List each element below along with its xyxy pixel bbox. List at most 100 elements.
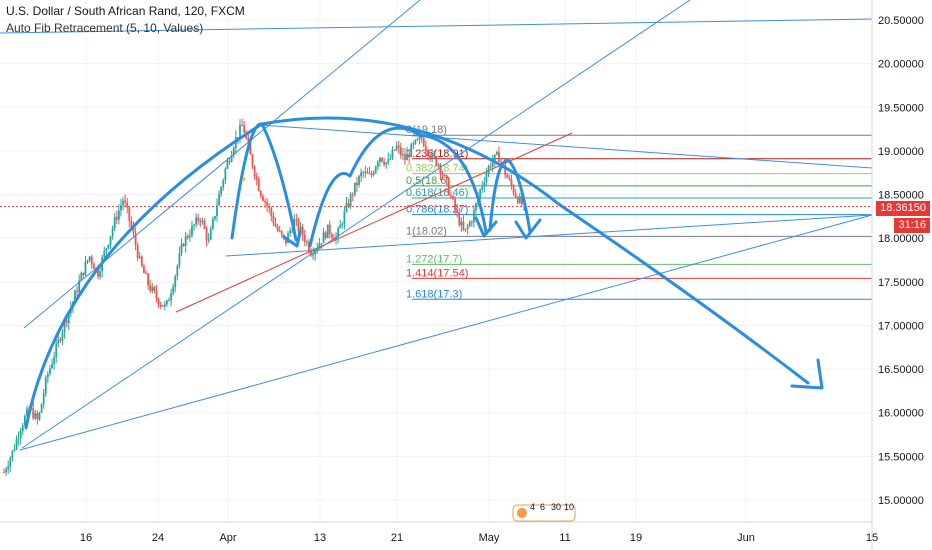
- x-tick-label: 16: [80, 532, 92, 544]
- candle-body: [21, 425, 24, 431]
- candle-body: [360, 172, 363, 177]
- candle-body: [291, 229, 294, 231]
- candle-body: [130, 220, 133, 228]
- candle-body: [251, 154, 254, 167]
- candle-body: [341, 224, 344, 226]
- candles: [3, 118, 525, 476]
- candle-body: [84, 261, 87, 276]
- candle-body: [475, 203, 477, 211]
- candle-body: [211, 218, 214, 229]
- candle-body: [278, 230, 281, 232]
- candle-body: [508, 177, 511, 180]
- candle-body: [178, 253, 181, 266]
- candle-body: [228, 161, 231, 163]
- candle-body: [103, 250, 106, 258]
- x-tick-label: May: [479, 532, 500, 544]
- candle-body: [176, 265, 179, 276]
- candle-body: [343, 211, 346, 225]
- candle-body: [514, 193, 517, 198]
- candle-body: [174, 275, 177, 288]
- pattern-drawings: [24, 116, 824, 430]
- candle-body: [241, 125, 243, 127]
- candle-body: [78, 280, 81, 293]
- candle-body: [120, 205, 122, 211]
- candle-body: [170, 293, 172, 301]
- candle-body: [358, 176, 360, 186]
- candle-body: [356, 182, 358, 186]
- candle-body: [80, 272, 83, 281]
- trend-line: [175, 132, 573, 313]
- candle-body: [168, 300, 170, 302]
- candle-body: [481, 185, 484, 190]
- candle-body: [11, 450, 14, 459]
- candle-body: [134, 233, 137, 246]
- candle-body: [445, 175, 448, 180]
- candle-body: [416, 138, 419, 140]
- candle-body: [422, 138, 425, 147]
- candle-body: [268, 205, 271, 209]
- candle-body: [44, 377, 47, 394]
- x-tick-label: 15: [866, 532, 878, 544]
- candle-body: [491, 161, 494, 167]
- candle-body: [312, 254, 314, 256]
- candle-body: [454, 198, 456, 210]
- candle-body: [401, 154, 404, 156]
- candle-body: [184, 236, 187, 246]
- candle-body: [230, 155, 233, 162]
- candle-body: [460, 221, 463, 226]
- trend-line: [23, 0, 421, 329]
- candle-body: [310, 251, 312, 256]
- x-tick-label: 13: [314, 532, 326, 544]
- candle-body: [19, 430, 22, 438]
- candle-body: [63, 320, 66, 333]
- candle-body: [65, 320, 68, 323]
- candle-body: [406, 153, 408, 161]
- y-tick-label: 15.00000: [878, 495, 924, 507]
- fib-level-label: 0.618(18.46): [406, 187, 468, 199]
- pattern-arc: [488, 158, 510, 232]
- candle-body: [322, 232, 325, 244]
- candle-body: [186, 236, 189, 238]
- candle-body: [335, 237, 337, 240]
- candle-body: [165, 300, 168, 305]
- candle-body: [163, 304, 166, 307]
- candle-body: [216, 205, 218, 217]
- candle-body: [128, 207, 131, 221]
- candle-body: [349, 194, 352, 207]
- candle-body: [395, 145, 398, 151]
- candle-body: [122, 200, 124, 206]
- candle-body: [253, 166, 256, 177]
- candle-body: [203, 220, 206, 229]
- candle-body: [17, 437, 20, 440]
- events-badge[interactable]: 4 6 30 10: [512, 502, 576, 522]
- candle-body: [126, 202, 129, 208]
- candle-body: [397, 145, 400, 148]
- candle-body: [289, 230, 292, 234]
- candle-body: [272, 215, 275, 224]
- candle-body: [330, 234, 333, 238]
- candle-body: [193, 224, 195, 226]
- candle-body: [376, 161, 379, 167]
- candle-body: [333, 237, 335, 240]
- candle-body: [82, 272, 85, 276]
- candle-body: [470, 222, 473, 224]
- candle-body: [466, 226, 469, 229]
- candle-body: [452, 196, 454, 199]
- candle-body: [450, 195, 452, 197]
- x-tick-label: Jun: [737, 532, 755, 544]
- candle-body: [383, 161, 385, 165]
- x-tick-label: 24: [152, 532, 164, 544]
- candle-body: [351, 194, 354, 196]
- x-tick-label: 19: [630, 532, 642, 544]
- pattern-arc: [348, 126, 422, 178]
- candle-body: [301, 226, 304, 236]
- candle-body: [34, 413, 37, 419]
- candle-body: [153, 287, 156, 292]
- candle-body: [368, 173, 371, 175]
- candle-body: [195, 217, 198, 225]
- candle-body: [266, 201, 269, 206]
- y-tick-label: 20.50000: [878, 15, 924, 27]
- y-tick-label: 18.50000: [878, 190, 924, 202]
- candle-body: [243, 125, 246, 133]
